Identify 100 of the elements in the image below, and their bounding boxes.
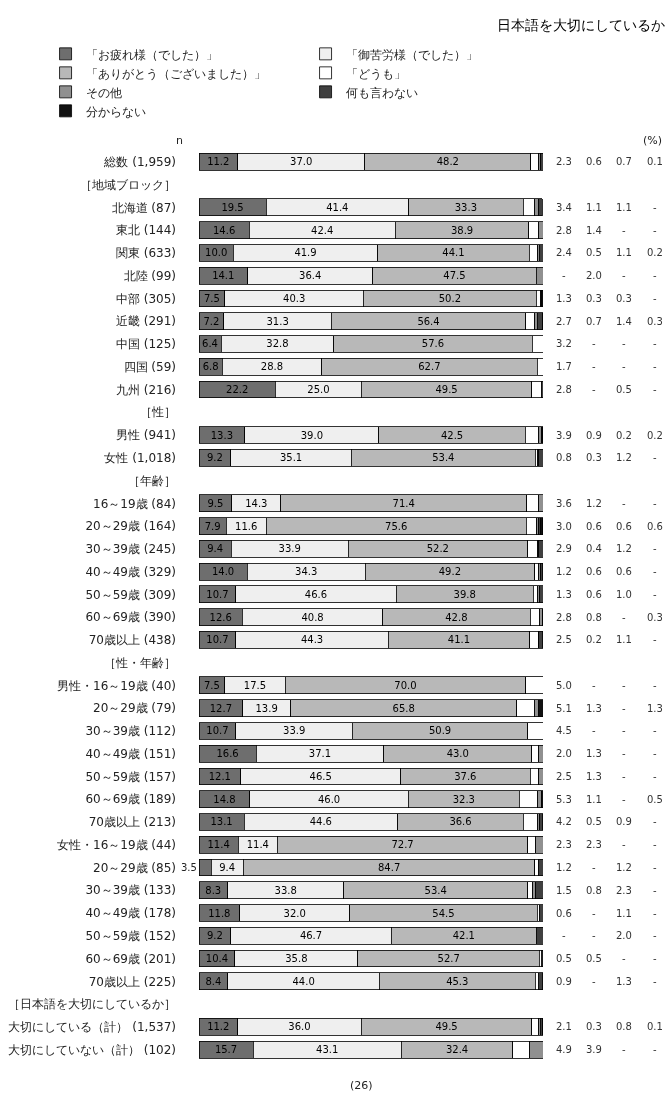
data-label: 13.9 [255,702,278,714]
data-label: 47.5 [443,270,466,282]
text: - [622,839,626,850]
text: - [653,498,657,509]
legend-label: 分からない [85,104,146,119]
data-label: 2.8 [556,225,572,236]
data-label: 0.5 [616,384,632,395]
data-label: 38.9 [450,224,474,236]
data-label: 1.1 [616,247,632,258]
data-label: 36.4 [299,270,322,282]
data-label: 3.9 [586,1044,602,1055]
text: - [653,976,657,987]
y-tick-label: 九州 (216) [115,382,176,397]
data-label: 42.5 [440,429,464,441]
data-label: 14.3 [245,497,268,509]
data-label: 41.4 [326,201,349,213]
data-label: 1.5 [556,885,572,896]
data-label: 14.6 [212,224,236,236]
data-label: 7.5 [203,679,220,691]
text: - [653,748,657,759]
data-label: 0.1 [647,156,663,167]
data-label: 28.8 [260,361,284,373]
y-tick-label: 近畿 (291) [115,314,176,329]
data-label: 52.7 [437,953,460,965]
data-label: 0.6 [586,156,602,167]
text: - [592,862,596,873]
data-label: 53.4 [424,884,447,896]
data-label: 2.7 [556,316,572,327]
y-tick-label: 北陸 (99) [123,268,176,283]
y-tick-label: 70歳以上 (213) [88,815,176,830]
legend-label: その他 [85,85,122,100]
data-label: 7.9 [204,520,221,532]
y-tick-label: 20～29歳 (164) [85,519,176,534]
text: - [592,384,596,395]
data-label: 44.3 [300,634,324,646]
data-label: 1.3 [647,703,663,714]
data-label: 33.9 [278,543,301,555]
data-label: 52.2 [426,543,449,555]
data-label: 70.0 [394,679,417,691]
data-label: 3.2 [556,338,572,349]
data-label: 41.1 [447,634,471,646]
data-label: 0.2 [616,430,632,441]
data-label: 0.7 [616,156,632,167]
data-label: 9.2 [206,930,223,942]
data-label: 0.5 [586,247,602,258]
data-label: 0.2 [647,247,663,258]
text: - [622,953,626,964]
data-label: 1.1 [586,202,602,213]
data-label: 3.0 [556,521,572,532]
data-label: 4.5 [556,725,572,736]
data-label: 11.8 [208,907,231,919]
text: - [653,930,657,941]
data-label: 7.5 [203,292,220,304]
data-label: 1.2 [586,498,602,509]
text: - [653,270,657,281]
y-tick-label: 男性 (941) [115,428,176,443]
data-label: 39.0 [300,429,323,441]
legend-label: 「ありがとう（ございました）」 [85,66,266,81]
data-label: 44.6 [309,816,332,828]
data-label: 22.2 [226,383,249,395]
data-label: 2.5 [556,771,572,782]
data-label: 0.8 [586,885,602,896]
data-label: 1.1 [586,794,602,805]
y-tick-label: ［地域ブロック］ [80,177,176,192]
text: - [622,225,626,236]
text: (26) [350,1079,373,1092]
data-label: 1.2 [616,862,632,873]
data-label: 3.6 [556,498,572,509]
y-tick-label: 北海道 (87) [111,200,176,215]
data-label: 71.4 [392,497,415,509]
data-label: 13.3 [210,429,234,441]
data-label: 48.2 [436,156,459,168]
y-tick-label: 50～59歳 (157) [85,769,176,784]
data-label: 2.8 [556,384,572,395]
data-label: 0.3 [586,293,602,304]
y-tick-label: 30～39歳 (245) [85,542,176,557]
data-label: 31.3 [266,315,289,327]
data-label: 53.4 [432,452,455,464]
text: - [622,794,626,805]
y-tick-label: ［日本語を大切にしているか］ [8,997,176,1012]
data-label: 35.1 [279,452,303,464]
data-label: 0.7 [586,316,602,327]
data-label: 0.8 [616,1021,632,1032]
legend-label: 「御苦労様（でした）」 [345,47,478,62]
data-label: 1.2 [556,862,572,873]
data-label: 49.5 [435,383,458,395]
data-label: 1.3 [586,771,602,782]
data-label: 12.7 [209,702,232,714]
data-label: 46.5 [309,770,332,782]
y-tick-label: ［性・年齢］ [104,655,176,670]
data-label: 11.4 [207,839,230,851]
y-tick-label: 四国 (59) [123,359,176,374]
data-label: 10.7 [206,634,229,646]
text: - [653,680,657,691]
text: n [176,134,183,147]
data-label: 0.5 [647,794,663,805]
y-tick-label: 70歳以上 (438) [88,633,176,648]
data-label: 19.5 [221,201,244,213]
data-label: 41.9 [294,247,317,259]
data-label: 11.2 [207,156,230,168]
